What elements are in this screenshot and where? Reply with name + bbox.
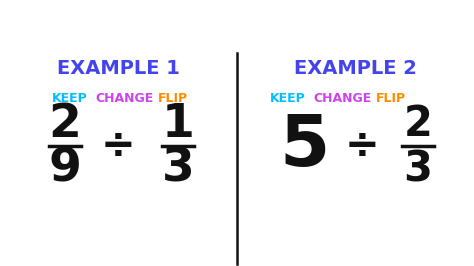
Text: CHANGE: CHANGE <box>95 92 153 105</box>
Text: KEEP: KEEP <box>270 92 306 105</box>
Text: FLIP: FLIP <box>158 92 188 105</box>
Text: DIVIDING FRACTIONS EXPLAINED!: DIVIDING FRACTIONS EXPLAINED! <box>0 13 474 37</box>
Text: 5: 5 <box>280 112 330 181</box>
Text: FLIP: FLIP <box>376 92 406 105</box>
Text: 3: 3 <box>403 148 432 190</box>
Text: EXAMPLE 1: EXAMPLE 1 <box>56 59 180 78</box>
Text: 3: 3 <box>162 147 194 192</box>
Text: CHANGE: CHANGE <box>313 92 371 105</box>
Text: 1: 1 <box>162 102 194 147</box>
Text: 2: 2 <box>48 102 82 147</box>
Text: 2: 2 <box>403 103 432 145</box>
Text: ÷: ÷ <box>100 125 136 167</box>
Text: KEEP: KEEP <box>52 92 88 105</box>
Text: EXAMPLE 2: EXAMPLE 2 <box>293 59 417 78</box>
Text: 9: 9 <box>48 147 82 192</box>
Text: ÷: ÷ <box>345 125 379 167</box>
